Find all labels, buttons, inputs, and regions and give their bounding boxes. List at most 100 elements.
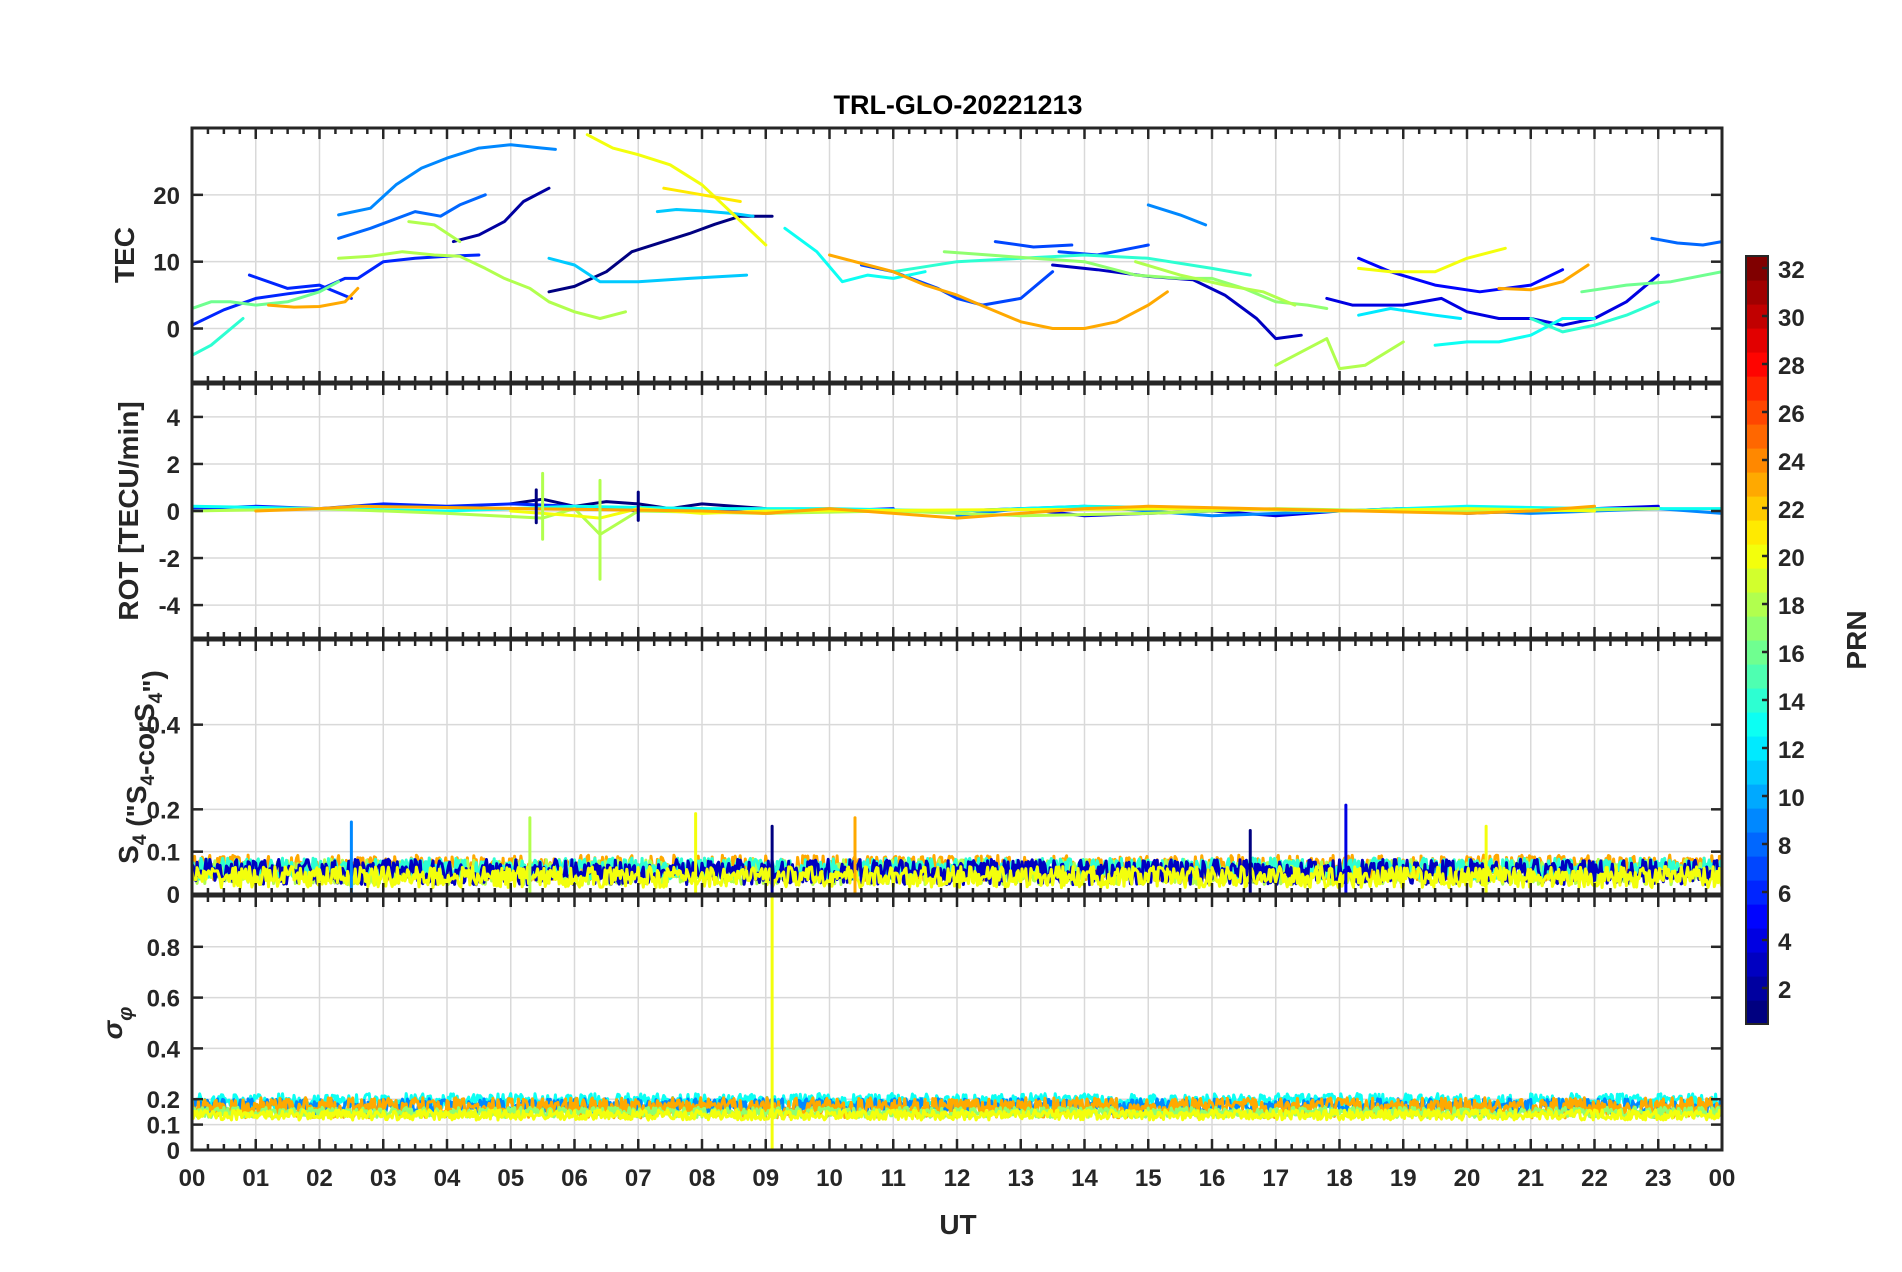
- colorbar-tick-label: 32: [1778, 257, 1805, 284]
- series-prn-21: [662, 186, 742, 203]
- colorbar-swatch: [1746, 376, 1768, 401]
- y-tick-label: 0.2: [147, 1087, 180, 1114]
- y-tick-label: 20: [153, 183, 180, 210]
- y-tick-label: 0.4: [147, 1036, 181, 1063]
- colorbar-swatch: [1746, 520, 1768, 545]
- x-tick-label: 06: [561, 1165, 588, 1192]
- series-prn-20: [585, 133, 768, 247]
- series-prn-13: [783, 226, 927, 284]
- colorbar-swatch: [1746, 472, 1768, 497]
- colorbar-swatch: [1746, 496, 1768, 521]
- colorbar-swatch: [1746, 880, 1768, 905]
- series-prn-5: [1357, 256, 1565, 294]
- series-prn-14: [192, 317, 245, 357]
- colorbar-tick-label: 24: [1778, 449, 1805, 476]
- series-prn-7: [993, 240, 1074, 249]
- x-tick-label: 03: [370, 1165, 397, 1192]
- colorbar-swatch: [1746, 784, 1768, 809]
- colorbar-tick-label: 30: [1778, 305, 1805, 332]
- series-prn-18: [337, 250, 627, 320]
- colorbar-swatch: [1746, 568, 1768, 593]
- colorbar-swatch: [1746, 736, 1768, 761]
- y-axis-label: TEC: [109, 227, 140, 283]
- plot-area-s4: [192, 803, 1722, 894]
- series-prn-23: [267, 286, 360, 309]
- series-prn-18: [407, 220, 462, 244]
- x-tick-label: 00: [1709, 1165, 1736, 1192]
- colorbar-swatch: [1746, 304, 1768, 329]
- x-tick-label: 04: [434, 1165, 461, 1192]
- colorbar-tick-label: 16: [1778, 641, 1805, 668]
- colorbar-frame: [1745, 255, 1769, 1025]
- chart-title: TRL-GLO-20221213: [833, 90, 1082, 120]
- series-prn-23: [192, 1096, 1722, 1120]
- y-tick-label: -2: [159, 546, 180, 573]
- colorbar-tick-label: 2: [1778, 977, 1791, 1004]
- x-tick-label: 10: [816, 1165, 843, 1192]
- x-tick-label: 00: [179, 1165, 206, 1192]
- y-axis-label: σφ: [97, 1007, 137, 1040]
- panel-rot: -4 -2 0 2 4 ROT [TECU/min]: [113, 382, 1724, 640]
- colorbar-tick-label: 14: [1778, 689, 1805, 716]
- y-tick-label: 0.1: [147, 1113, 180, 1140]
- plot-area-rot: [192, 471, 1722, 581]
- y-tick-label: 0: [167, 1138, 180, 1165]
- x-tick-label: 01: [242, 1165, 269, 1192]
- series-prn-20: [1357, 246, 1507, 274]
- series-prn-16: [1580, 270, 1722, 294]
- colorbar-tick-label: 6: [1778, 881, 1791, 908]
- x-tick-label: 11: [881, 1165, 906, 1192]
- series-prn-23: [1497, 263, 1590, 292]
- colorbar-swatch: [1746, 976, 1768, 1001]
- series-prn-2: [451, 186, 551, 244]
- x-tick-label: 18: [1326, 1165, 1353, 1192]
- colorbar-swatch: [1746, 952, 1768, 977]
- series-prn-16: [192, 280, 341, 310]
- x-axis: 00 01 02 03 04 05 06 07 08 09 10 11 12 13 14 15 16 17 18 19…: [179, 1165, 1736, 1192]
- y-tick-label: 2: [167, 452, 180, 479]
- colorbar-swatch: [1746, 904, 1768, 929]
- y-tick-label: 0.4: [147, 713, 181, 740]
- colorbar-swatch: [1746, 712, 1768, 737]
- x-tick-label: 05: [497, 1165, 524, 1192]
- series-prn-14: [891, 253, 1252, 277]
- series-prn-9: [1146, 203, 1208, 227]
- colorbar-tick-label: 10: [1778, 785, 1805, 812]
- series-prn-18: [1274, 337, 1405, 371]
- colorbar-swatch: [1746, 688, 1768, 713]
- x-tick-label: 22: [1581, 1165, 1608, 1192]
- plot-area-sigma_phi: [192, 896, 1722, 1150]
- colorbar-swatch: [1746, 640, 1768, 665]
- colorbar-swatch: [1746, 1000, 1768, 1025]
- x-tick-label: 07: [625, 1165, 652, 1192]
- y-tick-label: 0.2: [147, 797, 180, 824]
- series-prn-8: [337, 193, 487, 240]
- panel-s4: 0 0.1 0.2 0.4S4 ("S4-corS4"): [113, 638, 1724, 909]
- colorbar-label: PRN: [1841, 610, 1872, 669]
- x-tick-label: 19: [1390, 1165, 1417, 1192]
- colorbar-swatch: [1746, 664, 1768, 689]
- series-prn-11: [655, 208, 755, 218]
- series-prn-14: [1529, 300, 1660, 334]
- y-tick-label: 0: [167, 499, 180, 526]
- x-tick-label: 23: [1645, 1165, 1672, 1192]
- series-prn-18: [1134, 260, 1297, 307]
- colorbar-tick-label: 12: [1778, 737, 1805, 764]
- colorbar-swatch: [1746, 424, 1768, 449]
- y-tick-label: 0: [167, 882, 180, 909]
- colorbar-swatch: [1746, 928, 1768, 953]
- x-tick-label: 08: [689, 1165, 716, 1192]
- colorbar-swatch: [1746, 856, 1768, 881]
- series-prn-20: [192, 1108, 1722, 1122]
- plot-area-tec: [192, 133, 1722, 371]
- colorbar-swatch: [1746, 400, 1768, 425]
- panel-sigma_phi: 00.10.2 0.4 0.6 0.8 σφ: [97, 894, 1724, 1165]
- colorbar-swatch: [1746, 592, 1768, 617]
- colorbar-tick-label: 8: [1778, 833, 1791, 860]
- series-prn-6: [192, 253, 481, 327]
- colorbar-tick-label: 22: [1778, 497, 1805, 524]
- series-prn-6: [247, 273, 353, 300]
- colorbar-swatch: [1746, 832, 1768, 857]
- x-tick-label: 12: [944, 1165, 971, 1192]
